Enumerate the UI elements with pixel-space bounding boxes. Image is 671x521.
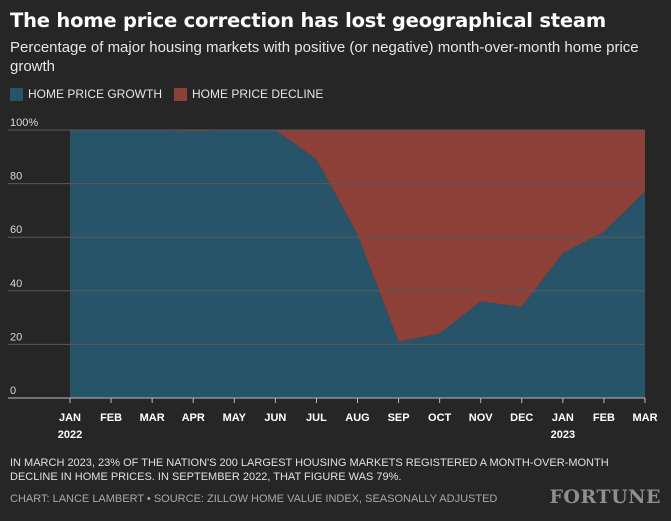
x-tick-label: AUG xyxy=(345,412,369,424)
x-tick-label: OCT xyxy=(428,412,452,424)
x-tick-label: JAN xyxy=(59,412,81,424)
chart-source: CHART: LANCE LAMBERT • SOURCE: ZILLOW HO… xyxy=(10,493,498,505)
x-tick-label: APR xyxy=(182,412,205,424)
legend-swatch-growth xyxy=(10,87,23,101)
x-tick-label: MAR xyxy=(140,412,165,424)
y-tick-label: 80 xyxy=(10,171,22,183)
legend-swatch-decline xyxy=(174,87,187,101)
x-tick-label: JUN xyxy=(264,412,286,424)
fortune-logo: FORTUNE xyxy=(549,486,661,508)
x-tick-label: SEP xyxy=(388,412,410,424)
x-year-label: 2023 xyxy=(551,429,575,441)
x-tick-label: JUL xyxy=(306,412,327,424)
decline-area xyxy=(70,130,645,342)
legend-item-decline: HOME PRICE DECLINE xyxy=(174,87,323,101)
x-tick-label: FEB xyxy=(593,412,615,424)
legend-label-decline: HOME PRICE DECLINE xyxy=(192,87,324,101)
x-tick-label: DEC xyxy=(510,412,533,424)
y-tick-label: 40 xyxy=(10,278,22,290)
x-tick-label: MAY xyxy=(223,412,247,424)
y-tick-label: 0 xyxy=(10,385,16,397)
legend-label-growth: HOME PRICE GROWTH xyxy=(28,87,162,101)
y-tick-label: 100% xyxy=(10,117,38,129)
x-year-label: 2022 xyxy=(58,429,82,441)
chart-footnote: IN MARCH 2023, 23% OF THE NATION'S 200 L… xyxy=(10,457,609,483)
y-tick-label: 20 xyxy=(10,331,22,343)
y-tick-label: 60 xyxy=(10,224,22,236)
x-tick-label: JAN xyxy=(552,412,574,424)
chart-subtitle: Percentage of major housing markets with… xyxy=(10,39,639,75)
x-tick-label: FEB xyxy=(100,412,122,424)
chart-title: The home price correction has lost geogr… xyxy=(10,9,606,32)
x-tick-label: NOV xyxy=(469,412,494,424)
legend: HOME PRICE GROWTH HOME PRICE DECLINE xyxy=(10,87,335,101)
growth-area xyxy=(70,130,645,398)
area-chart: 100% 80 60 40 20 0 JAN 2022 FEB MAR APR MAY JUN JUL AU… xyxy=(8,117,658,441)
legend-item-growth: HOME PRICE GROWTH xyxy=(10,87,162,101)
x-tick-label: MAR xyxy=(632,412,657,424)
